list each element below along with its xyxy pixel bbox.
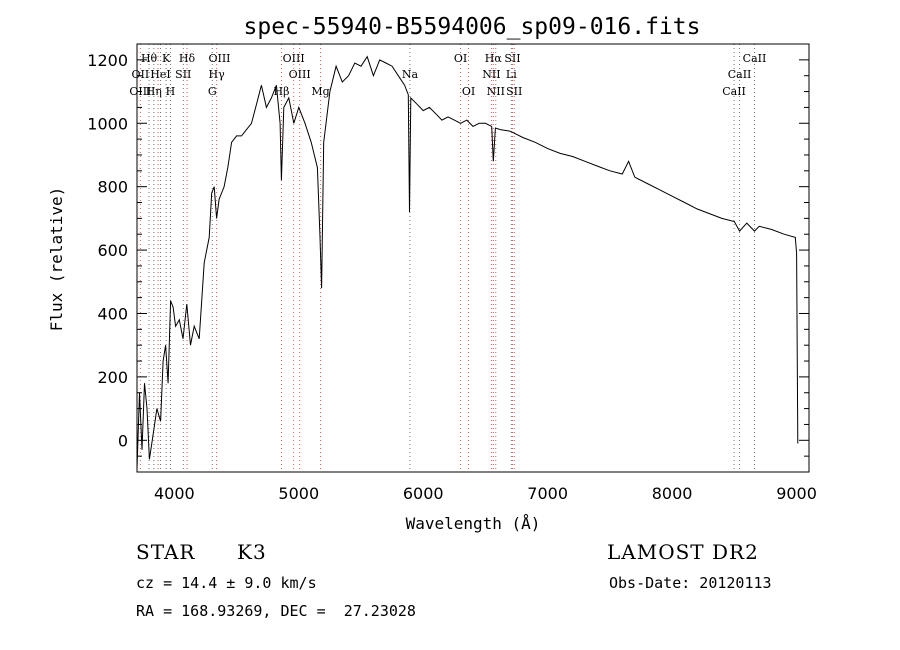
- x-tick-label: 4000: [154, 484, 195, 503]
- y-tick-label: 1000: [87, 114, 128, 133]
- spectral-subclass: K3: [237, 540, 267, 564]
- spectral-line-label: Hγ: [209, 68, 226, 81]
- spectrum-series-line: [136, 55, 799, 469]
- y-tick-label: 1200: [87, 51, 128, 70]
- y-tick-label: 400: [97, 304, 128, 323]
- plot-frame: [136, 43, 810, 473]
- spectral-line-label: Mg: [311, 85, 329, 98]
- x-tick-label: 9000: [776, 484, 817, 503]
- spectral-line-label: K: [162, 52, 171, 65]
- spectral-line-label: Hθ: [141, 52, 158, 65]
- spectral-line-label: SII: [504, 52, 520, 65]
- y-tick-label: 200: [97, 368, 128, 387]
- y-tick-label: 800: [97, 178, 128, 197]
- spectral-line-label: CaII: [722, 85, 746, 98]
- y-tick-label: 0: [118, 431, 128, 450]
- spectral-line-label: HeI: [150, 68, 170, 81]
- spectral-line-label: OII: [132, 68, 150, 81]
- x-tick-label: 8000: [652, 484, 693, 503]
- spectral-line-label: Hη: [146, 85, 162, 98]
- object-type: STAR: [136, 540, 196, 564]
- x-tick-label: 5000: [278, 484, 319, 503]
- y-tick-label: 600: [97, 241, 128, 260]
- x-axis-label: Wavelength (Å): [406, 514, 541, 533]
- y-axis-label: Flux (relative): [47, 187, 66, 332]
- spectral-line-label: G: [208, 85, 217, 98]
- spectral-line-label: H: [166, 85, 176, 98]
- x-tick-label: 7000: [527, 484, 568, 503]
- x-tick-label: 6000: [403, 484, 444, 503]
- spectral-line-label: SII: [506, 85, 522, 98]
- spectral-line-label: Hα: [485, 52, 503, 65]
- spectral-line-label: SII: [175, 68, 191, 81]
- spectral-line-label: NII: [487, 85, 505, 98]
- x-axis: 4000 5000 6000 7000 8000 9000: [154, 484, 817, 503]
- spectral-line-label: OIII: [283, 52, 305, 65]
- spectral-line-label: Hδ: [179, 52, 196, 65]
- chart-title: spec-55940-B5594006_sp09-016.fits: [244, 14, 701, 40]
- spectral-line-label: NII: [482, 68, 500, 81]
- survey-name: LAMOST DR2: [607, 540, 759, 564]
- ra-dec-coordinates: RA = 168.93269, DEC = 27.23028: [136, 602, 416, 620]
- spectral-line-label: OIII: [289, 68, 311, 81]
- spectral-line-label: Li: [506, 68, 517, 81]
- redshift-velocity: cz = 14.4 ± 9.0 km/s: [136, 574, 317, 592]
- y-axis: 0 200 400 600 800 1000 1200: [87, 43, 809, 473]
- spectral-line-label: Na: [402, 68, 419, 81]
- observation-date: Obs-Date: 20120113: [609, 574, 772, 592]
- spectral-line-label: OI: [454, 52, 467, 65]
- spectral-line-label: CaII: [728, 68, 752, 81]
- spectral-line-label: CaII: [743, 52, 767, 65]
- spectral-line-label: OIII: [208, 52, 230, 65]
- spectral-line-label: OI: [462, 85, 475, 98]
- spectral-line-markers: [139, 44, 755, 472]
